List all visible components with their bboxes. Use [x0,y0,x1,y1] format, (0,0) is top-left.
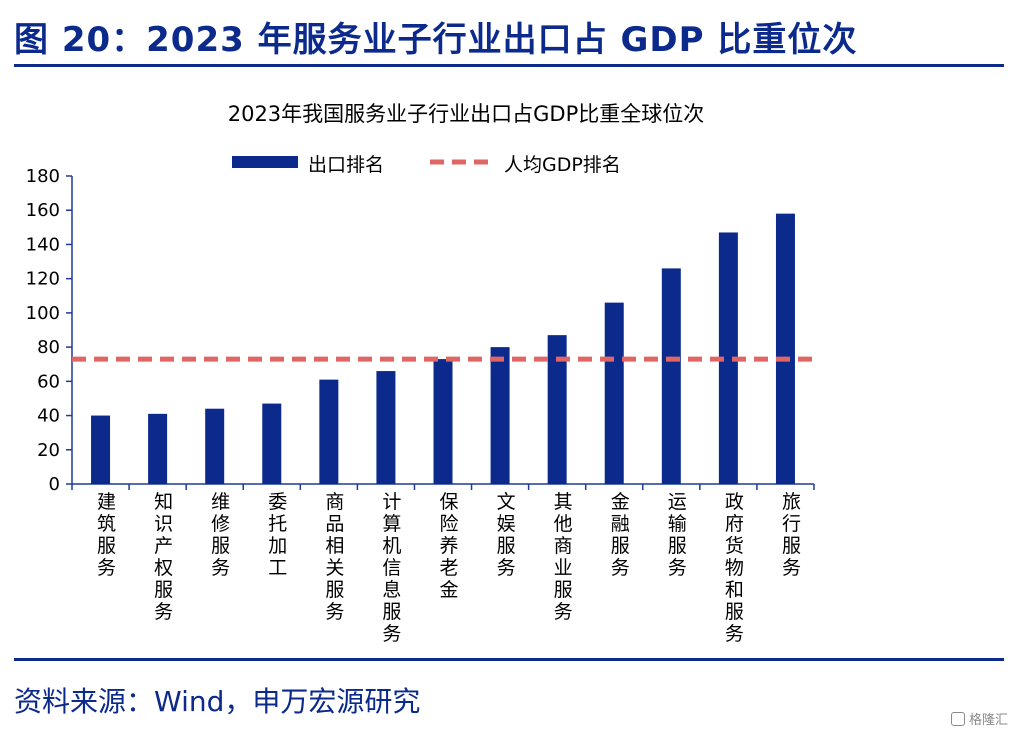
chart-title: 2023年我国服务业子行业出口占GDP比重全球位次 [228,102,705,126]
watermark-logo-icon [950,711,965,726]
y-tick-label: 20 [37,440,60,461]
x-tick-label: 政府货物和服务 [725,491,744,645]
bar [433,359,453,484]
bar [319,379,339,484]
bar [205,408,225,484]
bar-chart: 2023年我国服务业子行业出口占GDP比重全球位次 出口排名 人均GDP排名 0… [26,102,815,645]
x-tick-label: 知识产权服务 [154,491,173,623]
bar [547,335,567,484]
chart-axes: 0 20 40 60 80 100 120 140 160 180 [26,166,815,495]
x-tick-label: 委托加工 [268,491,287,579]
y-tick-label: 0 [49,474,60,495]
y-tick-label: 100 [26,303,60,324]
y-tick-label: 140 [26,234,60,255]
chart-bars [91,213,795,484]
x-tick-label: 旅行服务 [782,491,801,579]
top-divider [14,64,1004,67]
bar [376,371,396,484]
bar [262,403,282,484]
x-tick-labels: 建筑服务 知识产权服务 维修服务 委托加工 商品相关服务 计算机信息服务 保险养老金 文娱服务… [97,491,801,645]
watermark-text: 格隆汇 [968,713,1008,728]
bottom-divider [14,658,1004,661]
x-tick-label: 建筑服务 [97,491,116,579]
y-tick-label: 160 [26,200,60,221]
bar [775,213,795,484]
y-tick-label: 80 [37,337,60,358]
bar [661,268,681,484]
bar [91,415,111,484]
x-tick-label: 文娱服务 [497,491,516,579]
y-tick-label: 120 [26,269,60,290]
x-tick-label: 商品相关服务 [325,491,344,623]
legend-bar-label: 出口排名 [308,154,384,176]
x-tick-label: 计算机信息服务 [382,491,401,645]
legend: 出口排名 人均GDP排名 [232,154,621,176]
x-tick-label: 其他商业服务 [554,491,573,623]
y-tick-label: 180 [26,166,60,187]
x-tick-label: 运输服务 [668,491,687,579]
x-tick-label: 维修服务 [211,491,230,579]
bar [148,413,168,484]
legend-line-label: 人均GDP排名 [504,154,621,176]
y-tick-label: 40 [37,406,60,427]
bar [718,232,738,484]
bar [604,302,624,484]
y-tick-label: 60 [37,371,60,392]
figure-title: 图 20：2023 年服务业子行业出口占 GDP 比重位次 [14,20,858,60]
watermark: 格隆汇 [950,709,1008,728]
x-tick-label: 金融服务 [611,491,630,579]
x-tick-label: 保险养老金 [439,491,458,601]
legend-bar-swatch [232,156,298,168]
bar [490,347,510,484]
source-note: 资料来源：Wind，申万宏源研究 [14,685,421,718]
